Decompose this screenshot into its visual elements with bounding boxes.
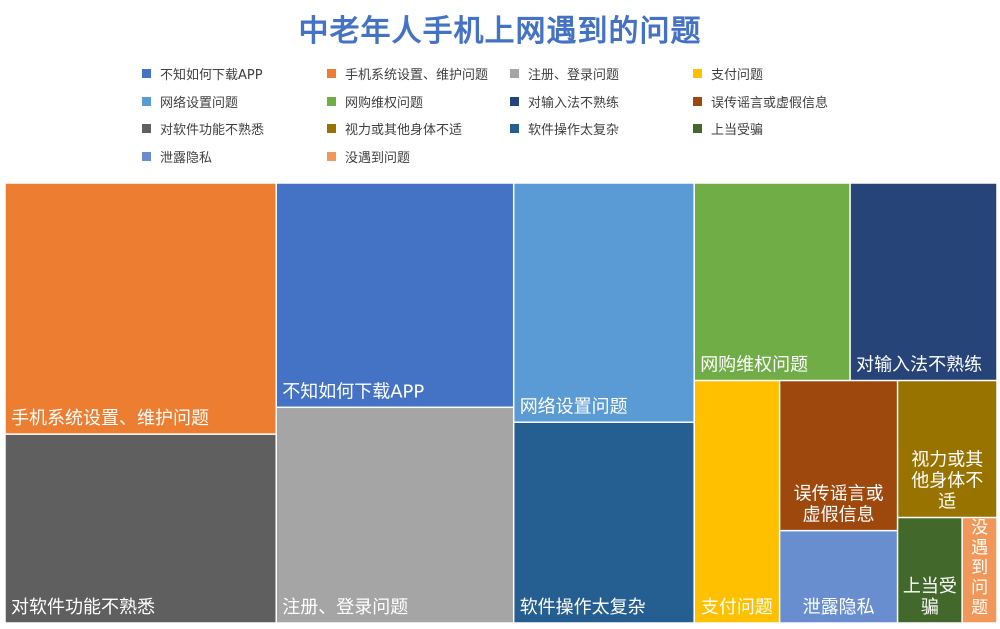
treemap-tile: 网购维权问题	[694, 183, 850, 380]
legend-swatch	[510, 123, 519, 133]
legend-entry: 对输入法不熟练	[510, 91, 619, 111]
legend-swatch	[693, 68, 702, 78]
legend-swatch	[327, 151, 336, 161]
treemap-label: 误传谣言或虚假信息	[794, 484, 884, 526]
treemap-rect	[514, 423, 694, 623]
legend-swatch	[327, 68, 336, 78]
legend-entry: 软件操作太复杂	[510, 118, 619, 138]
treemap-tile: 对输入法不熟练	[850, 183, 997, 380]
legend-label: 不知如何下载APP	[160, 67, 263, 83]
treemap-tile: 不知如何下载APP	[276, 183, 513, 407]
legend-entry: 注册、登录问题	[510, 63, 619, 83]
treemap-rect	[276, 183, 513, 407]
treemap-tile: 上当受骗	[898, 518, 962, 623]
treemap-rect	[276, 408, 513, 623]
treemap-label: 网购维权问题	[700, 355, 808, 376]
legend-swatch	[693, 123, 702, 133]
treemap-rect	[694, 183, 850, 380]
treemap-rect	[5, 434, 276, 623]
treemap-tile: 软件操作太复杂	[514, 423, 694, 623]
legend-label: 对软件功能不熟悉	[160, 122, 265, 138]
treemap-tile: 视力或其他身体不适	[898, 381, 997, 517]
legend-swatch	[510, 68, 519, 78]
treemap-label: 视力或其他身体不适	[911, 450, 983, 513]
legend-label: 视力或其他身体不适	[345, 122, 463, 138]
treemap-tile: 对软件功能不熟悉	[5, 434, 276, 623]
treemap-label: 网络设置问题	[520, 396, 628, 417]
treemap-label: 支付问题	[701, 597, 773, 618]
legend-entry: 支付问题	[693, 63, 763, 83]
legend-swatch	[693, 96, 702, 106]
treemap-rect	[694, 381, 779, 623]
treemap-label: 对输入法不熟练	[856, 355, 982, 376]
legend-entry: 网络设置问题	[142, 91, 238, 111]
legend-label: 上当受骗	[711, 122, 764, 138]
legend-entry: 上当受骗	[693, 118, 763, 138]
chart-title: 中老年人手机上网遇到的问题	[298, 14, 702, 49]
treemap-rect	[780, 531, 897, 623]
legend-entry: 对软件功能不熟悉	[142, 118, 264, 138]
legend-swatch	[142, 123, 151, 133]
treemap-label: 不知如何下载APP	[282, 381, 424, 402]
legend-entry: 不知如何下载APP	[142, 63, 263, 83]
legend-entry: 手机系统设置、维护问题	[327, 63, 488, 83]
treemap-tile: 泄露隐私	[780, 531, 897, 623]
legend-entry: 视力或其他身体不适	[327, 118, 462, 138]
legend-label: 网络设置问题	[160, 95, 239, 111]
legend-swatch	[142, 96, 151, 106]
legend-swatch	[142, 68, 151, 78]
treemap-tile: 注册、登录问题	[276, 408, 513, 623]
treemap-label: 手机系统设置、维护问题	[11, 408, 209, 429]
treemap-tile: 误传谣言或虚假信息	[780, 381, 897, 530]
treemap-rect	[5, 183, 276, 434]
legend-entry: 泄露隐私	[142, 146, 212, 166]
legend-label: 没遇到问题	[345, 150, 411, 166]
treemap-tile: 没遇到问题	[962, 518, 997, 623]
treemap-tile: 网络设置问题	[514, 183, 694, 422]
legend-entry: 没遇到问题	[327, 146, 410, 166]
treemap-tile: 手机系统设置、维护问题	[5, 183, 276, 434]
legend-entry: 网购维权问题	[327, 91, 423, 111]
treemap-label: 注册、登录问题	[282, 597, 408, 618]
treemap-rect	[962, 518, 997, 623]
treemap-rect	[514, 183, 694, 422]
legend-label: 注册、登录问题	[528, 67, 620, 83]
treemap-rect	[850, 183, 997, 380]
treemap-tile: 支付问题	[694, 381, 779, 623]
legend-swatch	[327, 123, 336, 133]
treemap-label: 对软件功能不熟悉	[11, 597, 155, 618]
legend-label: 误传谣言或虚假信息	[711, 95, 829, 111]
treemap-rect	[898, 518, 962, 623]
treemap-rect	[898, 381, 997, 517]
legend-label: 网购维权问题	[345, 95, 424, 111]
legend-label: 软件操作太复杂	[528, 122, 620, 138]
legend-swatch	[327, 96, 336, 106]
chart-legend: 不知如何下载APP 手机系统设置、维护问题 注册、登录问题 支付问题网络设置问题 网购维…	[0, 0, 1000, 180]
legend-entry: 误传谣言或虚假信息	[693, 91, 828, 111]
treemap-label: 没遇到问题	[971, 518, 988, 618]
legend-swatch	[142, 151, 151, 161]
treemap-label: 上当受骗	[903, 576, 957, 618]
treemap-label: 泄露隐私	[803, 597, 875, 618]
legend-swatch	[510, 96, 519, 106]
legend-label: 泄露隐私	[160, 150, 213, 166]
legend-label: 对输入法不熟练	[528, 95, 620, 111]
treemap-label: 软件操作太复杂	[520, 597, 646, 618]
treemap-rect	[780, 381, 897, 530]
legend-label: 支付问题	[711, 67, 764, 83]
legend-label: 手机系统设置、维护问题	[345, 67, 489, 83]
